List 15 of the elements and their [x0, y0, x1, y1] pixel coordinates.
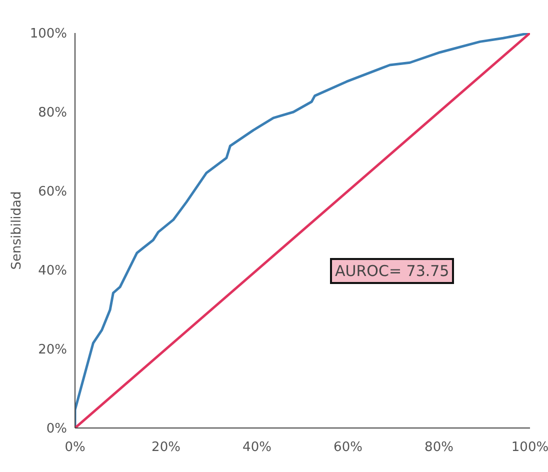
y-tick-label: 0%: [46, 422, 67, 437]
x-tick-label: 100%: [511, 440, 548, 456]
x-tick-label: 80%: [424, 440, 454, 456]
x-tick-label: 20%: [152, 440, 180, 456]
x-tick-label: 40%: [242, 440, 272, 456]
x-tick-label: 60%: [334, 440, 362, 456]
y-tick-label: 40%: [38, 264, 67, 279]
y-tick-label: 20%: [38, 342, 67, 358]
y-tick-label: 60%: [38, 184, 67, 200]
annotation: AUROC= 73.75: [330, 258, 454, 284]
x-tick-label: 0%: [64, 440, 86, 456]
line-series: [75, 33, 530, 428]
y-axis-title: Sensibilidad: [10, 191, 25, 270]
y-tick-label: 100%: [30, 26, 67, 42]
y-tick-label: 80%: [38, 106, 67, 121]
